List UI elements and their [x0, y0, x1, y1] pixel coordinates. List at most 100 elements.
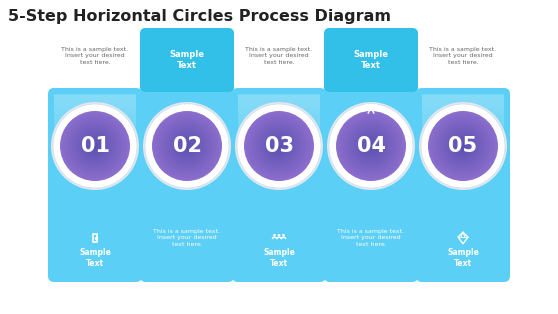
Bar [238, 95, 320, 97]
Circle shape [448, 131, 478, 161]
Bar [238, 114, 320, 116]
Bar [238, 103, 320, 105]
Circle shape [83, 134, 107, 158]
Bar [422, 114, 504, 116]
Bar [238, 111, 320, 113]
Circle shape [341, 116, 401, 176]
Circle shape [257, 124, 301, 168]
Circle shape [183, 142, 191, 150]
Text: This is a sample text.
Insert your desired
text here.: This is a sample text. Insert your desir… [61, 46, 128, 66]
Circle shape [462, 145, 464, 147]
Bar [238, 135, 320, 137]
Bar [54, 149, 136, 151]
Circle shape [170, 129, 204, 163]
Bar [422, 109, 504, 111]
Circle shape [62, 113, 128, 179]
Bar [422, 161, 504, 163]
Bar [238, 120, 320, 122]
Bar [54, 153, 136, 155]
Circle shape [169, 128, 205, 164]
Bar [422, 133, 504, 135]
Circle shape [355, 130, 387, 162]
Circle shape [446, 129, 480, 163]
Bar [422, 149, 504, 151]
Bar [54, 158, 136, 160]
Text: 05: 05 [449, 136, 478, 156]
Circle shape [184, 143, 190, 149]
Text: This is a sample text.
Insert your desired
text here.: This is a sample text. Insert your desir… [338, 229, 405, 247]
Circle shape [357, 132, 385, 160]
Bar [238, 144, 320, 146]
Bar [367, 105, 375, 110]
Text: 02: 02 [172, 136, 201, 156]
Circle shape [340, 115, 402, 177]
Bar [422, 110, 504, 112]
Circle shape [327, 102, 415, 190]
Circle shape [74, 125, 116, 167]
Circle shape [255, 122, 303, 170]
Circle shape [277, 144, 281, 148]
Circle shape [455, 138, 471, 154]
Circle shape [259, 126, 299, 166]
Circle shape [358, 133, 384, 159]
Circle shape [162, 121, 212, 171]
Circle shape [276, 143, 282, 149]
Circle shape [67, 118, 123, 174]
Bar [422, 97, 504, 99]
Bar [238, 145, 320, 147]
FancyBboxPatch shape [140, 28, 234, 92]
Bar [238, 164, 320, 166]
Bar [330, 84, 412, 92]
Bar [238, 136, 320, 138]
Bar [54, 165, 136, 167]
Circle shape [182, 141, 192, 151]
Bar [54, 156, 136, 158]
Bar [54, 138, 136, 140]
Bar [238, 131, 320, 133]
Bar [54, 123, 136, 125]
Circle shape [435, 118, 491, 174]
Bar [54, 143, 136, 145]
Bar [54, 128, 136, 130]
Bar [54, 162, 136, 164]
Circle shape [168, 127, 206, 165]
Circle shape [94, 145, 96, 147]
Text: Sample
Text: Sample Text [447, 248, 479, 268]
Bar [54, 109, 136, 111]
Circle shape [51, 102, 139, 190]
Circle shape [438, 121, 488, 171]
Circle shape [75, 126, 115, 166]
Circle shape [351, 126, 391, 166]
Bar [238, 158, 320, 160]
Bar [238, 141, 320, 143]
Circle shape [92, 143, 98, 149]
Circle shape [167, 126, 207, 166]
Bar [54, 131, 136, 133]
Circle shape [71, 122, 119, 170]
Circle shape [350, 125, 392, 167]
Circle shape [80, 131, 110, 161]
Circle shape [273, 234, 276, 237]
Circle shape [344, 119, 398, 173]
Bar [238, 148, 320, 150]
Text: 5-Step Horizontal Circles Process Diagram: 5-Step Horizontal Circles Process Diagra… [8, 9, 391, 24]
Circle shape [256, 123, 302, 169]
Circle shape [248, 115, 310, 177]
Circle shape [64, 115, 126, 177]
Circle shape [180, 139, 194, 153]
Circle shape [250, 117, 308, 175]
Bar [238, 155, 320, 157]
Bar [238, 116, 320, 118]
Bar [54, 147, 136, 149]
Bar [238, 153, 320, 155]
Bar [422, 103, 504, 105]
Circle shape [431, 114, 495, 178]
Bar [422, 96, 504, 98]
Bar [238, 127, 320, 129]
Bar [238, 118, 320, 120]
Circle shape [70, 121, 120, 171]
Bar [238, 149, 320, 151]
Bar [238, 161, 320, 163]
Circle shape [458, 141, 468, 151]
Circle shape [73, 124, 117, 168]
